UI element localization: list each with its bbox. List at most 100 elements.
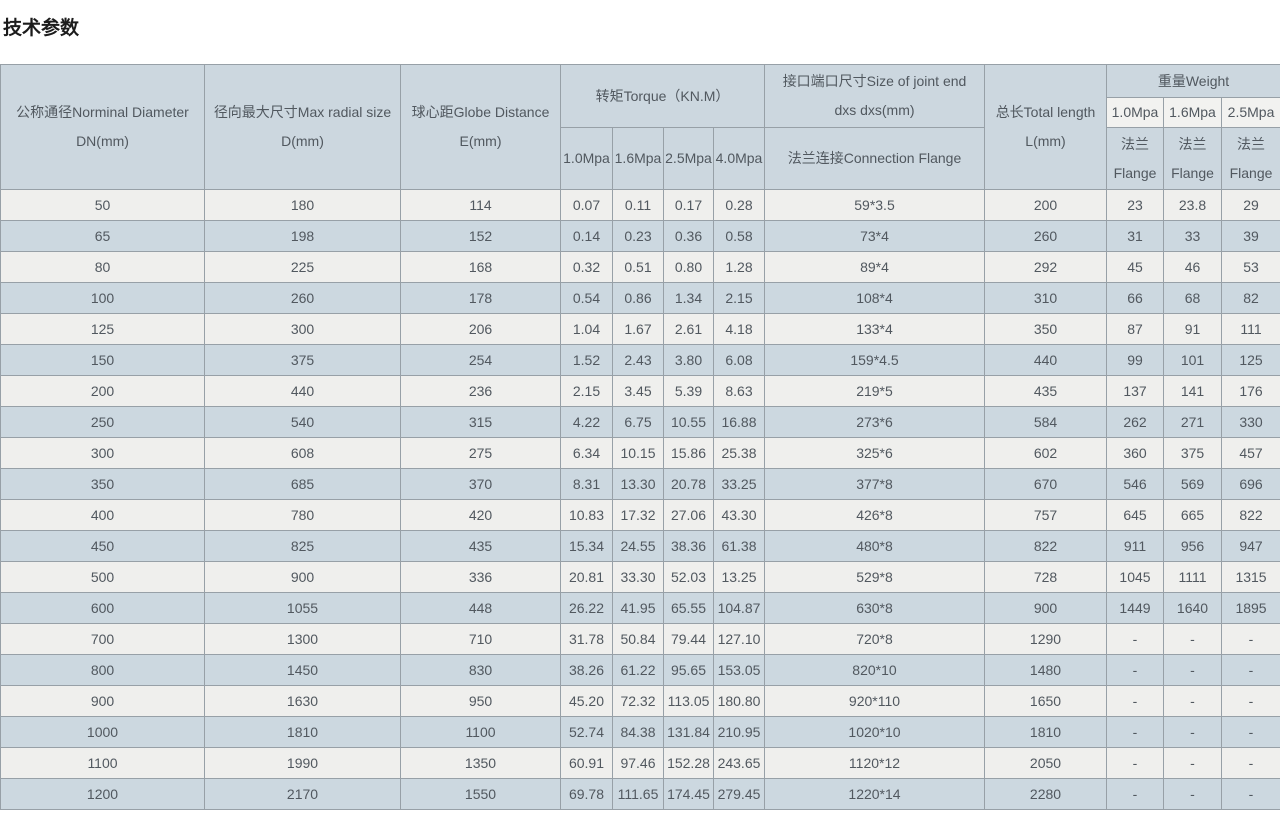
table-cell: 728 [985,562,1107,593]
table-cell: 89*4 [765,252,985,283]
table-cell: - [1107,748,1164,779]
table-cell: - [1222,779,1280,810]
table-cell: 0.54 [561,283,613,314]
table-cell: 50.84 [613,624,664,655]
table-cell: 275 [401,438,561,469]
col-header-weight-1.6mpa: 1.6Mpa [1164,98,1222,128]
table-cell: 2050 [985,748,1107,779]
table-cell: 1100 [401,717,561,748]
table-cell: 53 [1222,252,1280,283]
table-cell: 1895 [1222,593,1280,624]
table-cell: 1810 [985,717,1107,748]
table-cell: 440 [985,345,1107,376]
table-cell: 440 [205,376,401,407]
table-cell: - [1107,686,1164,717]
table-cell: 176 [1222,376,1280,407]
table-cell: 1350 [401,748,561,779]
col-header-torque-1.6mpa: 1.6Mpa [613,128,664,190]
col-header-torque: 转矩Torque（KN.M） [561,65,765,128]
table-cell: 174.45 [664,779,714,810]
table-cell: 630*8 [765,593,985,624]
table-cell: 700 [1,624,205,655]
table-cell: 426*8 [765,500,985,531]
technical-parameters-page: 技术参数 公称通径Norminal Diameter DN(mm) 径向最大尺寸… [0,13,1280,810]
table-cell: - [1164,686,1222,717]
table-cell: 1020*10 [765,717,985,748]
table-cell: 448 [401,593,561,624]
table-cell: 111 [1222,314,1280,345]
table-cell: 900 [205,562,401,593]
table-cell: 27.06 [664,500,714,531]
table-cell: 206 [401,314,561,345]
table-cell: - [1222,624,1280,655]
table-cell: - [1222,655,1280,686]
table-cell: 1.67 [613,314,664,345]
table-cell: 262 [1107,407,1164,438]
table-cell: 2.15 [714,283,765,314]
table-cell: 200 [1,376,205,407]
table-cell: 95.65 [664,655,714,686]
table-cell: 822 [985,531,1107,562]
col-header-nominal-diameter: 公称通径Norminal Diameter DN(mm) [1,65,205,190]
table-cell: 178 [401,283,561,314]
col-header-torque-1.0mpa: 1.0Mpa [561,128,613,190]
table-cell: 101 [1164,345,1222,376]
col-header-total-length: 总长Total length L(mm) [985,65,1107,190]
table-cell: 1650 [985,686,1107,717]
technical-parameters-table: 公称通径Norminal Diameter DN(mm) 径向最大尺寸Max r… [0,64,1280,810]
table-cell: 45.20 [561,686,613,717]
table-cell: 370 [401,469,561,500]
table-cell: 377*8 [765,469,985,500]
table-cell: 1200 [1,779,205,810]
col-header-globe-distance: 球心距Globe Distance E(mm) [401,65,561,190]
table-cell: 108*4 [765,283,985,314]
table-cell: 584 [985,407,1107,438]
table-cell: 260 [205,283,401,314]
table-cell: 950 [401,686,561,717]
table-cell: 1810 [205,717,401,748]
table-cell: 540 [205,407,401,438]
table-cell: 911 [1107,531,1164,562]
table-cell: 1111 [1164,562,1222,593]
table-cell: 0.51 [613,252,664,283]
table-cell: 97.46 [613,748,664,779]
table-cell: 1.34 [664,283,714,314]
table-cell: 131.84 [664,717,714,748]
table-cell: 24.55 [613,531,664,562]
table-cell: 720*8 [765,624,985,655]
table-cell: 69.78 [561,779,613,810]
table-cell: 243.65 [714,748,765,779]
table-cell: 39 [1222,221,1280,252]
table-cell: 50 [1,190,205,221]
table-cell: - [1164,717,1222,748]
table-cell: 80 [1,252,205,283]
table-cell: 1055 [205,593,401,624]
table-cell: 141 [1164,376,1222,407]
table-cell: 608 [205,438,401,469]
table-cell: 6.75 [613,407,664,438]
table-cell: 16.88 [714,407,765,438]
table-cell: 0.58 [714,221,765,252]
table-cell: 435 [401,531,561,562]
table-cell: 25.38 [714,438,765,469]
table-cell: 1449 [1107,593,1164,624]
table-cell: 17.32 [613,500,664,531]
table-cell: 8.31 [561,469,613,500]
table-cell: 900 [985,593,1107,624]
table-cell: 330 [1222,407,1280,438]
table-cell: 1120*12 [765,748,985,779]
table-cell: 6.08 [714,345,765,376]
table-cell: 0.07 [561,190,613,221]
table-cell: 600 [1,593,205,624]
table-cell: 665 [1164,500,1222,531]
